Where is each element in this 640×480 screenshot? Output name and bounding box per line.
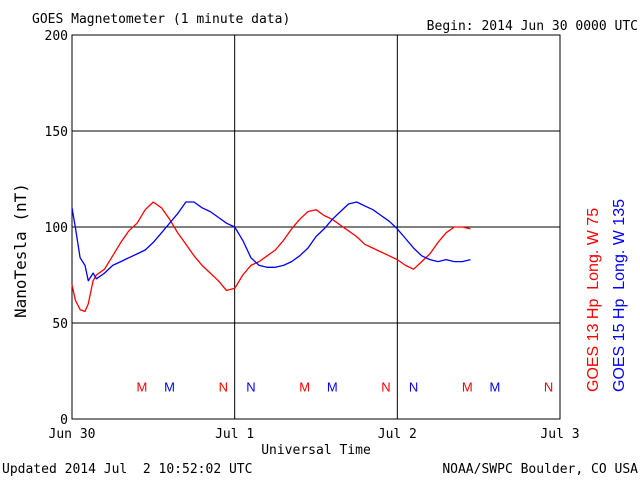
grid-lines	[72, 35, 560, 419]
y-tick-label: 150	[45, 125, 68, 140]
marker-n: N	[381, 379, 390, 394]
x-axis-label: Universal Time	[261, 443, 371, 458]
y-axis-label: NanoTesla (nT)	[11, 183, 30, 318]
legend-goes15: GOES 15 Hp Long. W 135	[611, 199, 628, 392]
y-tick-label: 50	[52, 317, 68, 332]
marker-n: N	[219, 379, 228, 394]
marker-m: M	[299, 379, 310, 394]
y-axis-ticks: 0 50 100 150 200	[45, 29, 68, 428]
credit-text: NOAA/SWPC Boulder, CO USA	[442, 462, 638, 477]
marker-m: M	[137, 379, 148, 394]
x-tick-label: Jul 3	[540, 427, 579, 442]
y-tick-label: 200	[45, 29, 68, 44]
marker-m: M	[462, 379, 473, 394]
marker-n: N	[409, 379, 418, 394]
x-tick-label: Jun 30	[49, 427, 96, 442]
series-lines	[71, 201, 471, 313]
marker-n: N	[544, 379, 553, 394]
x-tick-label: Jul 1	[215, 427, 254, 442]
chart-title: GOES Magnetometer (1 minute data)	[32, 12, 290, 27]
marker-m: M	[490, 379, 501, 394]
y-tick-label: 100	[45, 221, 68, 236]
series-line-goes15	[71, 201, 471, 282]
legend-goes13: GOES 13 Hp Long. W 75	[585, 208, 602, 392]
y-tick-label: 0	[60, 413, 68, 428]
begin-timestamp: Begin: 2014 Jun 30 0000 UTC	[427, 19, 638, 34]
updated-timestamp: Updated 2014 Jul 2 10:52:02 UTC	[2, 462, 252, 477]
marker-m: M	[327, 379, 338, 394]
x-axis-ticks: Jun 30 Jul 1 Jul 2 Jul 3	[49, 427, 580, 442]
marker-m: M	[164, 379, 175, 394]
series-line-goes13	[71, 201, 471, 313]
x-tick-label: Jul 2	[378, 427, 417, 442]
marker-n: N	[246, 379, 255, 394]
